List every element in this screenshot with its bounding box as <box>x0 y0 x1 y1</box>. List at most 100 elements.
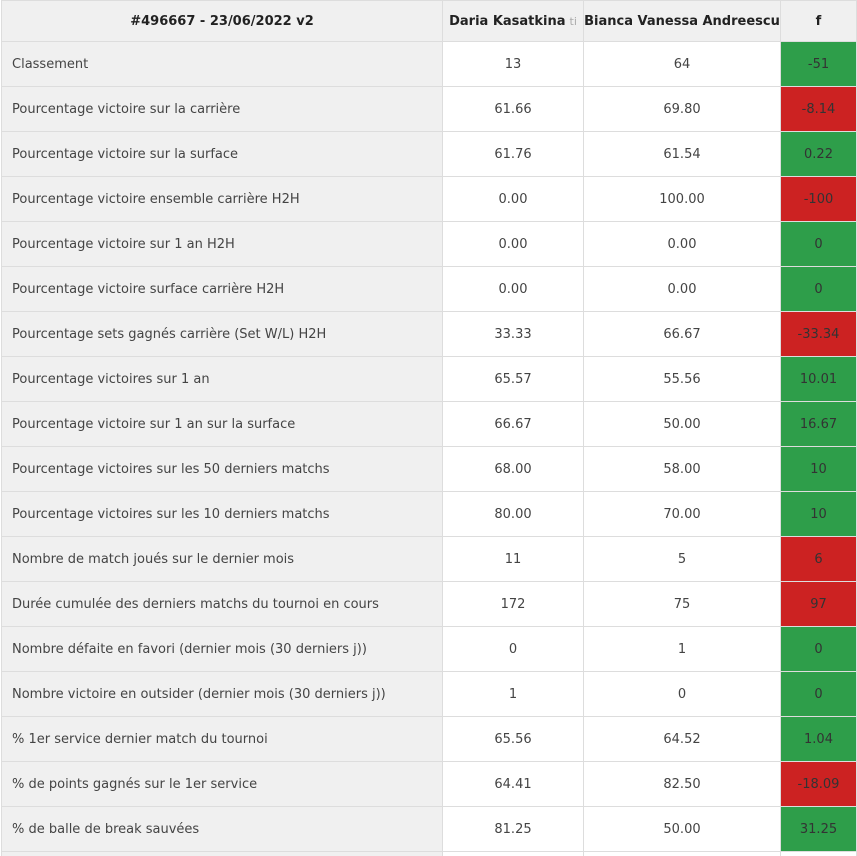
stat-label: Pourcentage victoire sur la surface <box>1 131 443 177</box>
player2-value: 1 <box>583 626 781 672</box>
player2-value: 82.50 <box>583 761 781 807</box>
player2-value: 5 <box>583 536 781 582</box>
diff-value: 0 <box>780 671 857 717</box>
table-row: Pourcentage victoire sur la surface 61.76… <box>1 131 857 177</box>
diff-value: 97 <box>780 581 857 627</box>
stat-label: Nombre victoire en outsider (dernier moi… <box>1 671 443 717</box>
diff-value: 10 <box>780 491 857 537</box>
table-row: Nombre défaite en favori (dernier mois (… <box>1 626 857 672</box>
table-row: Pourcentage victoire sur 1 an H2H 0.00 0.0… <box>1 221 857 267</box>
diff-value: 16.67 <box>780 401 857 447</box>
table-row: Pourcentage victoire sur la carrière 61.6… <box>1 86 857 132</box>
table-row: Pourcentage victoires sur les 50 dernier… <box>1 446 857 492</box>
table-row: % de points gagnés sur le 1er service 64.… <box>1 761 857 807</box>
diff-value: 6 <box>780 536 857 582</box>
player1-value: 65.57 <box>442 356 584 402</box>
diff-value: -51 <box>780 41 857 87</box>
player1-header[interactable]: Daria Kasatkina ti <box>442 0 584 42</box>
player2-value: 70.00 <box>583 491 781 537</box>
diff-value: 1.04 <box>780 716 857 762</box>
stat-label: Pourcentage victoire sur la carrière <box>1 86 443 132</box>
player2-value: 50.00 <box>583 401 781 447</box>
stat-label: Pourcentage victoires sur 1 an <box>1 356 443 402</box>
empty-cell <box>1 851 443 856</box>
stat-label: Pourcentage victoires sur les 50 dernier… <box>1 446 443 492</box>
player1-value: 1 <box>442 671 584 717</box>
table-row: Pourcentage victoire surface carrière H2… <box>1 266 857 312</box>
player2-value: 64 <box>583 41 781 87</box>
stat-label: Nombre de match joués sur le dernier moi… <box>1 536 443 582</box>
diff-value: 31.25 <box>780 806 857 852</box>
player1-value: 0.00 <box>442 176 584 222</box>
player1-value: 65.56 <box>442 716 584 762</box>
player2-value: 75 <box>583 581 781 627</box>
stat-label: Durée cumulée des derniers matchs du tou… <box>1 581 443 627</box>
player1-value: 61.66 <box>442 86 584 132</box>
table-row: % 1er service dernier match du tournoi 65… <box>1 716 857 762</box>
diff-value: 0.22 <box>780 131 857 177</box>
stat-label: Pourcentage victoire surface carrière H2… <box>1 266 443 312</box>
player1-value: 0.00 <box>442 266 584 312</box>
table-row: % de balle de break sauvées 81.25 50.00 31.… <box>1 806 857 852</box>
stat-label: Pourcentage victoire ensemble carrière H… <box>1 176 443 222</box>
empty-cell <box>780 851 857 856</box>
player2-value: 66.67 <box>583 311 781 357</box>
stat-label: % 1er service dernier match du tournoi <box>1 716 443 762</box>
player1-value: 66.67 <box>442 401 584 447</box>
table-row: Classement 13 64 -51 <box>1 41 857 87</box>
table-row: Pourcentage victoires sur les 10 dernier… <box>1 491 857 537</box>
table-header-row: #496667 - 23/06/2022 v2 Daria Kasatkina t… <box>1 0 857 42</box>
player2-value: 100.00 <box>583 176 781 222</box>
player1-value: 0.00 <box>442 221 584 267</box>
stat-label: % de points gagnés sur le 1er service <box>1 761 443 807</box>
stat-label: Pourcentage sets gagnés carrière (Set W/… <box>1 311 443 357</box>
player2-value: 55.56 <box>583 356 781 402</box>
player1-value: 80.00 <box>442 491 584 537</box>
player2-value: 64.52 <box>583 716 781 762</box>
stat-label: Pourcentage victoire sur 1 an H2H <box>1 221 443 267</box>
player2-value: 61.54 <box>583 131 781 177</box>
table-row: Pourcentage victoire ensemble carrière H… <box>1 176 857 222</box>
player2-value: 58.00 <box>583 446 781 492</box>
match-title-header: #496667 - 23/06/2022 v2 <box>1 0 443 42</box>
player1-value: 68.00 <box>442 446 584 492</box>
empty-cell <box>583 851 781 856</box>
diff-value: 0 <box>780 221 857 267</box>
diff-header[interactable]: f <box>780 0 857 42</box>
player1-value: 0 <box>442 626 584 672</box>
table-row <box>1 851 857 856</box>
player1-value: 13 <box>442 41 584 87</box>
stat-label: Classement <box>1 41 443 87</box>
table-row: Nombre de match joués sur le dernier moi… <box>1 536 857 582</box>
player2-header[interactable]: Bianca Vanessa Andreescu <box>583 0 781 42</box>
table-row: Pourcentage victoires sur 1 an 65.57 55.56… <box>1 356 857 402</box>
table-row: Nombre victoire en outsider (dernier moi… <box>1 671 857 717</box>
diff-value: 0 <box>780 626 857 672</box>
player2-value: 50.00 <box>583 806 781 852</box>
diff-value: -8.14 <box>780 86 857 132</box>
table-row: Durée cumulée des derniers matchs du tou… <box>1 581 857 627</box>
table-row: Pourcentage victoire sur 1 an sur la sur… <box>1 401 857 447</box>
player2-value: 0.00 <box>583 266 781 312</box>
player2-value: 0.00 <box>583 221 781 267</box>
diff-value: -100 <box>780 176 857 222</box>
player1-value: 11 <box>442 536 584 582</box>
table-row: Pourcentage sets gagnés carrière (Set W/… <box>1 311 857 357</box>
diff-value: 10 <box>780 446 857 492</box>
diff-value: -33.34 <box>780 311 857 357</box>
diff-value: 0 <box>780 266 857 312</box>
stat-label: % de balle de break sauvées <box>1 806 443 852</box>
diff-value: -18.09 <box>780 761 857 807</box>
stat-label: Nombre défaite en favori (dernier mois (… <box>1 626 443 672</box>
player1-value: 33.33 <box>442 311 584 357</box>
player1-value: 172 <box>442 581 584 627</box>
player2-value: 0 <box>583 671 781 717</box>
player2-value: 69.80 <box>583 86 781 132</box>
diff-value: 10.01 <box>780 356 857 402</box>
sort-indicator[interactable]: ti <box>569 14 577 28</box>
player1-value: 81.25 <box>442 806 584 852</box>
stat-label: Pourcentage victoire sur 1 an sur la sur… <box>1 401 443 447</box>
player1-name: Daria Kasatkina <box>449 13 566 29</box>
player1-value: 61.76 <box>442 131 584 177</box>
